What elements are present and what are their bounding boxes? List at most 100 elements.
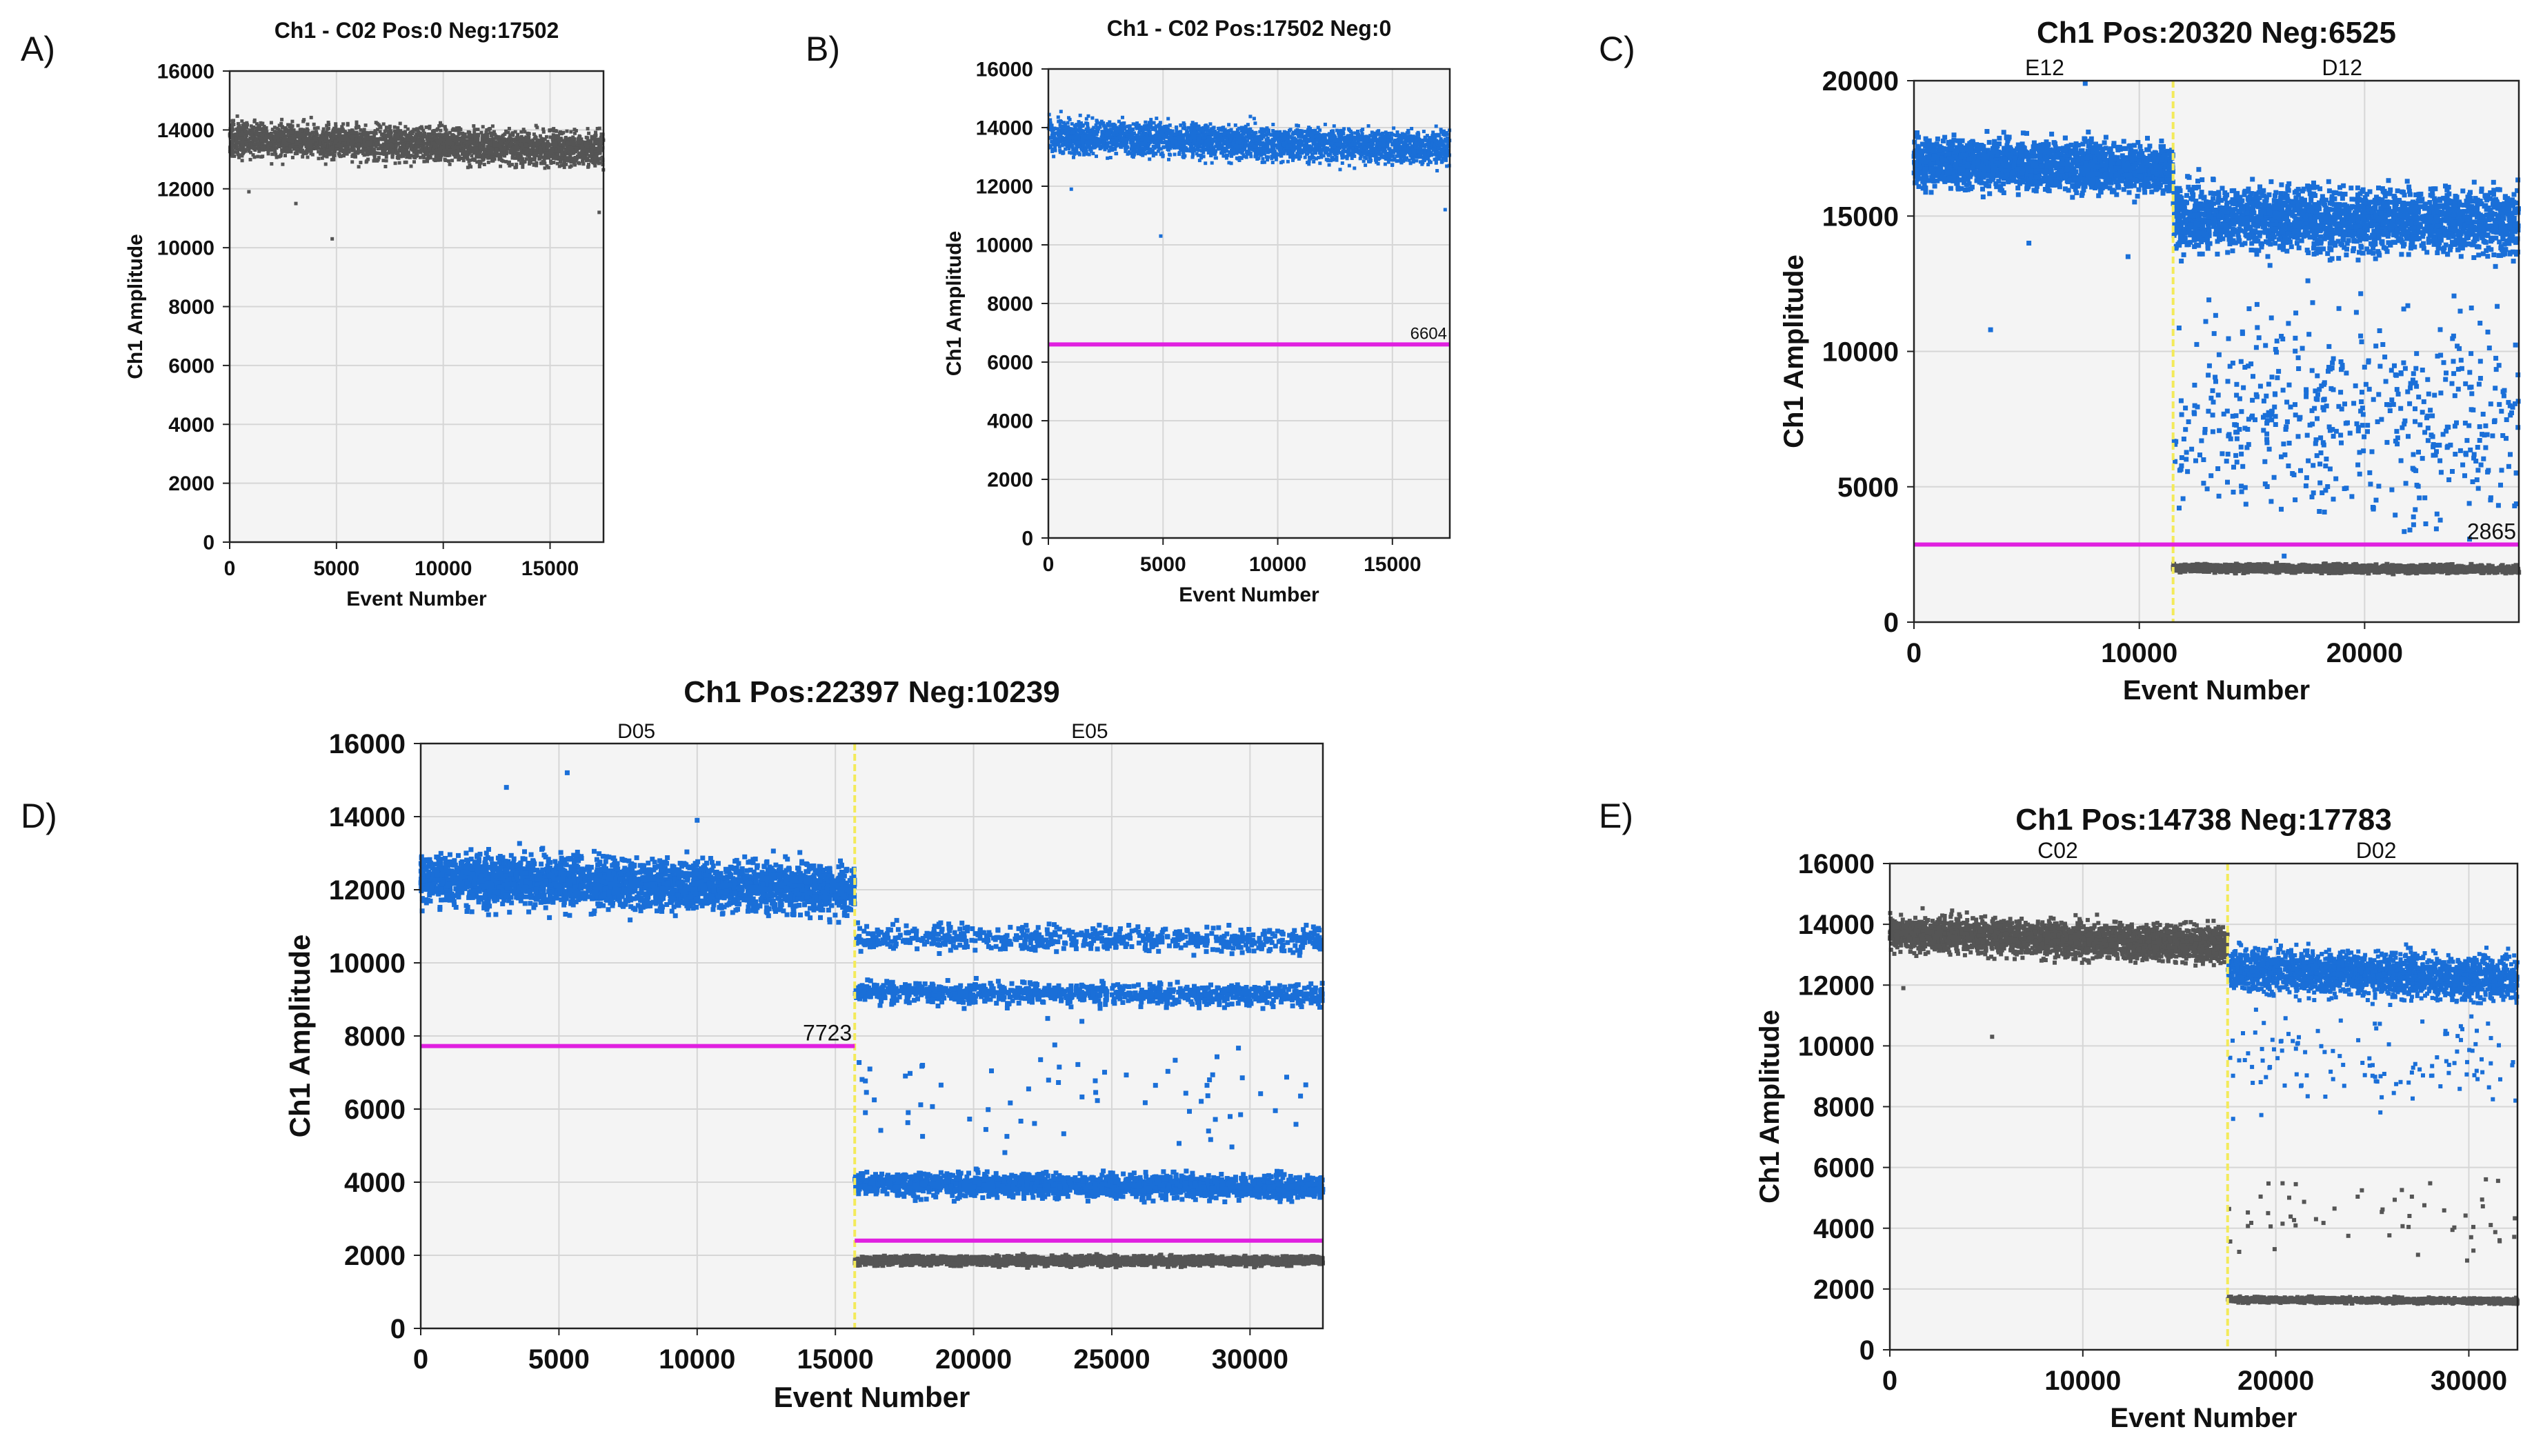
data-point [410,137,415,141]
data-point [270,145,275,149]
data-point [472,130,477,134]
data-point [590,134,594,139]
data-point [384,126,388,130]
data-point [366,157,370,161]
data-point [594,152,598,157]
data-point [266,135,270,139]
y-tick-label: 10000 [157,237,215,260]
data-point [288,144,292,148]
data-point [244,137,248,141]
panel-label-b: B) [806,30,840,68]
data-point [355,134,359,138]
data-point [394,150,398,154]
data-point [372,133,377,137]
data-point [552,142,557,146]
data-point [561,143,565,147]
data-point [428,126,432,130]
data-point [312,130,316,134]
data-point [401,131,406,135]
data-point [512,139,517,142]
data-point [276,139,280,143]
data-point [423,146,428,150]
data-point [468,158,472,162]
data-point [550,147,555,151]
data-point [425,157,429,161]
data-point [400,137,404,141]
data-point [569,160,573,164]
data-point [588,143,592,148]
data-point [375,121,379,126]
data-point [594,157,598,161]
data-point [507,137,511,141]
data-point [539,154,543,158]
data-point [409,164,413,168]
data-point [332,133,336,137]
data-point [419,132,423,135]
data-point [593,135,597,139]
data-point [597,146,601,150]
data-point [492,155,495,159]
data-point [297,144,301,148]
data-point [461,159,466,163]
data-point [528,162,532,166]
data-point [327,126,330,130]
data-point [381,149,385,153]
data-point [472,124,476,128]
data-point [501,133,506,137]
data-point [438,132,441,137]
data-point [271,147,275,151]
x-tick-label: 0 [224,557,236,580]
data-point [415,141,419,145]
data-point [473,137,477,141]
data-point [571,159,575,163]
y-tick-label: 4000 [168,414,215,437]
data-point [383,130,387,134]
data-point [370,130,373,134]
data-point [357,126,361,129]
data-point [325,154,329,159]
data-point [452,146,456,149]
data-point [253,148,257,152]
data-point [540,137,544,141]
data-point [289,150,293,154]
data-point [1326,158,1330,162]
data-point [339,144,343,148]
data-point [251,153,255,157]
data-point [519,161,523,166]
data-point [252,118,257,122]
data-point [503,154,507,158]
data-point [586,164,590,168]
data-point [444,141,448,145]
data-point [337,147,341,151]
data-point [1204,161,1208,166]
data-point [1108,156,1113,159]
data-point [229,123,233,127]
data-point [383,133,388,137]
data-point [472,157,476,161]
data-point [384,159,388,163]
data-point [270,128,275,132]
data-point [232,150,236,154]
data-point [524,143,528,148]
data-point [377,156,381,160]
data-point [523,159,527,163]
data-point [273,135,277,139]
x-tick-label: 10000 [415,557,472,580]
data-point [469,165,473,169]
data-point [508,135,512,139]
data-point [332,126,336,130]
data-point [558,143,562,147]
data-point [417,130,421,134]
data-point [251,139,255,143]
data-point [566,137,570,141]
data-point [568,146,572,150]
data-point [431,148,435,152]
data-point [392,147,396,151]
data-point [359,128,363,132]
data-point [356,150,360,154]
data-point [490,159,494,163]
data-point [275,155,279,159]
data-point [584,154,588,158]
data-point [587,162,590,166]
data-point [569,164,573,168]
